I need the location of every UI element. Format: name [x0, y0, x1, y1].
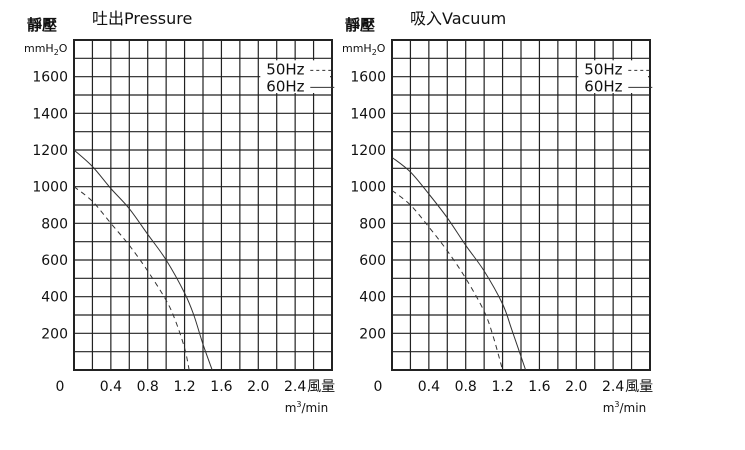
chart-title: 吐出Pressure — [92, 9, 192, 28]
x-tick-label: 1.6 — [528, 379, 550, 395]
y-tick-label: 600 — [359, 253, 386, 269]
x-axis-label: 風量 — [307, 379, 335, 395]
x-tick-label: 0.8 — [137, 379, 159, 395]
y-axis-unit: mmH2O — [24, 42, 68, 57]
y-tick-label: 1000 — [350, 180, 386, 196]
y-tick-label: 200 — [359, 326, 386, 342]
x-tick-label: 1.2 — [491, 379, 513, 395]
origin-label: 0 — [374, 379, 383, 395]
x-tick-label: 0.8 — [455, 379, 477, 395]
y-unit-base: mmH — [342, 42, 372, 55]
y-tick-label: 1200 — [32, 143, 68, 159]
plot-frame — [73, 39, 333, 371]
series-line-60Hz — [73, 149, 213, 371]
y-tick-label: 1400 — [350, 106, 386, 122]
y-axis-label: 靜壓 — [27, 16, 57, 34]
y-tick-label: 200 — [41, 326, 68, 342]
y-tick-label: 400 — [41, 290, 68, 306]
legend-label-60Hz: 60Hz — [584, 77, 622, 95]
origin-label: 0 — [56, 379, 65, 395]
x-unit-tail: /min — [620, 401, 647, 415]
y-unit-tail: O — [59, 42, 68, 55]
x-unit-sup: 3 — [296, 400, 301, 409]
legend-label-50Hz: 50Hz — [584, 60, 622, 78]
y-tick-label: 1200 — [350, 143, 386, 159]
y-tick-label: 600 — [41, 253, 68, 269]
y-unit-base: mmH — [24, 42, 54, 55]
y-tick-label: 1600 — [350, 70, 386, 86]
x-unit-base: m — [603, 401, 615, 415]
x-unit-base: m — [285, 401, 297, 415]
x-tick-label: 2.0 — [247, 379, 269, 395]
y-tick-label: 400 — [359, 290, 386, 306]
x-tick-label: 2.0 — [565, 379, 587, 395]
plot-frame — [391, 39, 651, 371]
x-axis-unit: m3/min — [285, 400, 328, 415]
x-tick-label: 1.6 — [210, 379, 232, 395]
y-unit-tail: O — [377, 42, 386, 55]
y-tick-label: 800 — [41, 216, 68, 232]
y-tick-label: 1000 — [32, 180, 68, 196]
x-axis-unit: m3/min — [603, 400, 646, 415]
series-line-50Hz — [73, 186, 190, 371]
x-tick-label: 2.4 — [284, 379, 306, 395]
y-tick-label: 1400 — [32, 106, 68, 122]
y-unit-sub: 2 — [372, 48, 377, 57]
x-unit-tail: /min — [302, 401, 329, 415]
series-line-60Hz — [391, 156, 527, 371]
y-tick-label: 1600 — [32, 70, 68, 86]
y-axis-unit: mmH2O — [342, 42, 386, 57]
x-axis-label: 風量 — [625, 379, 653, 395]
x-tick-label: 1.2 — [173, 379, 195, 395]
x-tick-label: 0.4 — [100, 379, 122, 395]
x-tick-label: 2.4 — [602, 379, 624, 395]
chart-title: 吸入Vacuum — [410, 9, 506, 28]
y-axis-label: 靜壓 — [345, 16, 375, 34]
legend-label-50Hz: 50Hz — [266, 60, 304, 78]
y-unit-sub: 2 — [54, 48, 59, 57]
y-tick-label: 800 — [359, 216, 386, 232]
x-unit-sup: 3 — [614, 400, 619, 409]
legend-label-60Hz: 60Hz — [266, 77, 304, 95]
x-tick-label: 0.4 — [418, 379, 440, 395]
